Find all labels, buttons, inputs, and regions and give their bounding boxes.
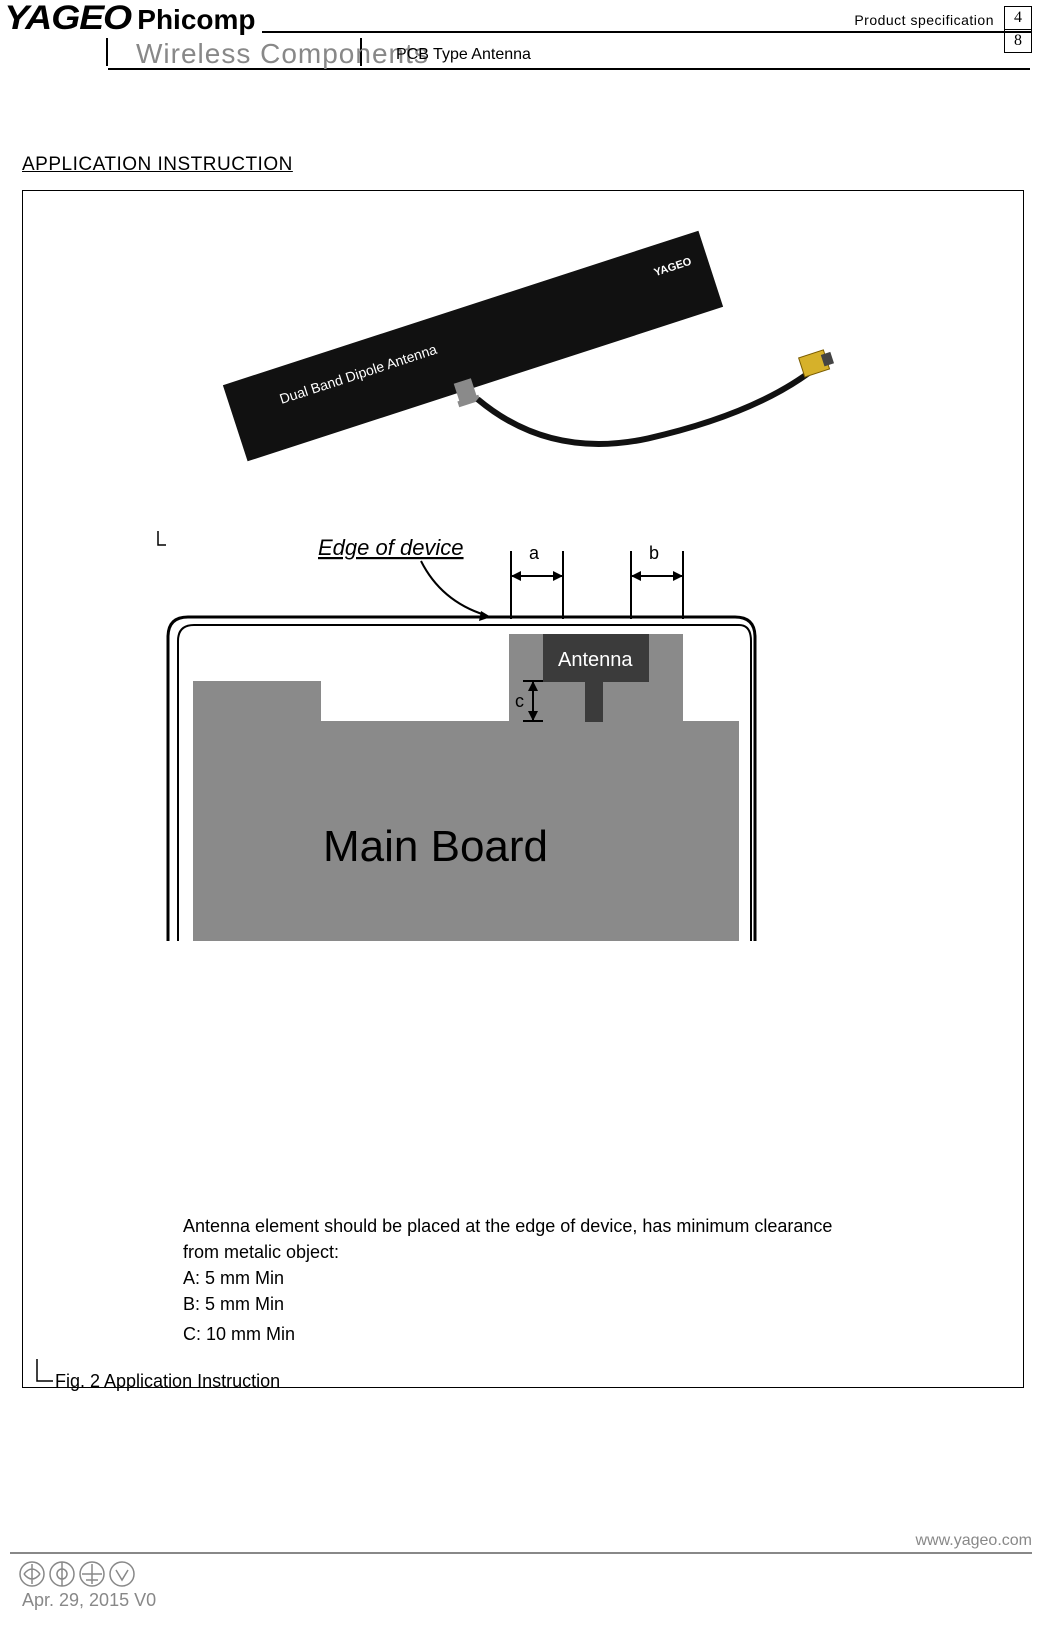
note-line2: from metalic object:	[183, 1239, 832, 1265]
svg-text:b: b	[649, 543, 659, 563]
footer-cert-icons	[18, 1560, 138, 1590]
svg-text:c: c	[515, 691, 524, 711]
figure-frame: Dual Band Dipole Antenna YAGEO Edge of d…	[22, 190, 1024, 1388]
caption-bracket-icon	[33, 1357, 57, 1387]
figure-caption: Fig. 2 Application Instruction	[55, 1371, 280, 1392]
note-a: A: 5 mm Min	[183, 1265, 832, 1291]
logo-phicomp: Phicomp	[137, 4, 255, 36]
header-sub: Wireless Components PCB Type Antenna	[108, 36, 1030, 70]
placement-diagram: Edge of device a b	[23, 521, 1023, 951]
clearance-note: Antenna element should be placed at the …	[183, 1213, 832, 1347]
footer-rule	[10, 1552, 1032, 1554]
section-title: APPLICATION INSTRUCTION	[22, 154, 293, 176]
svg-text:Edge of device: Edge of device	[318, 535, 464, 560]
note-c: C: 10 mm Min	[183, 1321, 832, 1347]
subtitle-right: PCB Type Antenna	[396, 46, 531, 64]
svg-text:Antenna: Antenna	[558, 649, 633, 671]
page-current: 4	[1005, 7, 1032, 30]
note-b: B: 5 mm Min	[183, 1291, 832, 1317]
footer-url: www.yageo.com	[916, 1532, 1033, 1550]
logo-block: YAGEO Phicomp	[10, 0, 262, 38]
logo-yageo: YAGEO	[4, 0, 131, 38]
subtitle-left: Wireless Components	[136, 38, 429, 70]
footer-date: Apr. 29, 2015 V0	[22, 1590, 156, 1611]
svg-text:a: a	[529, 543, 540, 563]
antenna-render: Dual Band Dipole Antenna YAGEO	[23, 191, 1023, 511]
note-line1: Antenna element should be placed at the …	[183, 1213, 832, 1239]
svg-text:Main Board: Main Board	[323, 822, 548, 871]
product-spec-label: Product specification	[854, 12, 994, 28]
